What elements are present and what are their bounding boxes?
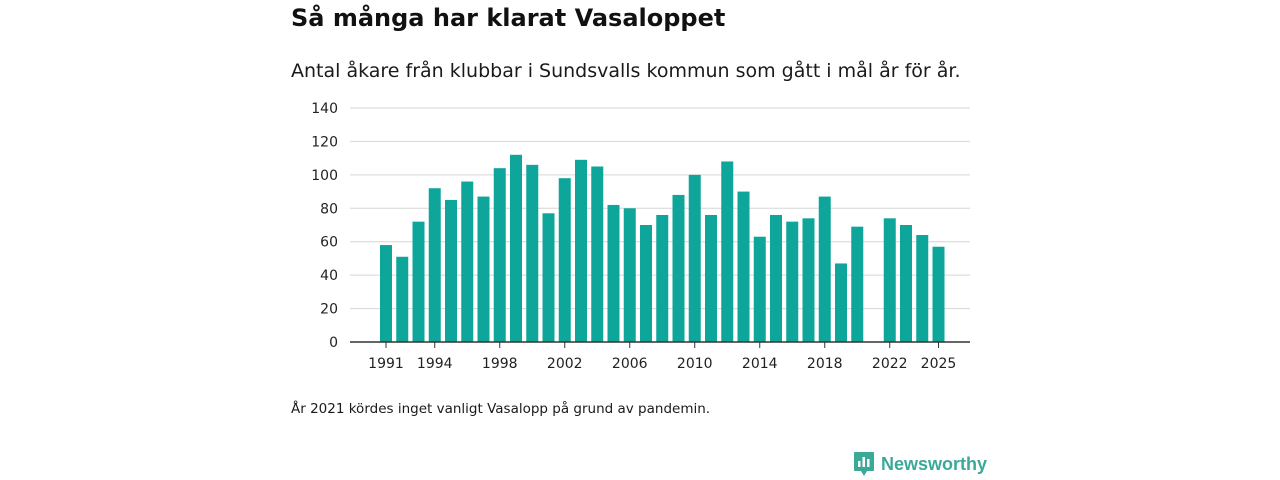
bar-2018 bbox=[818, 196, 831, 342]
x-tick-label: 1994 bbox=[417, 356, 453, 372]
bar-2016 bbox=[786, 221, 799, 342]
bar-2002 bbox=[558, 178, 571, 342]
bar-2014 bbox=[753, 236, 766, 342]
bar-1998 bbox=[493, 168, 506, 342]
bar-2024 bbox=[916, 235, 929, 342]
bar-2006 bbox=[623, 208, 636, 342]
bar-2012 bbox=[721, 161, 734, 342]
bar-1992 bbox=[396, 256, 409, 342]
x-tick-label: 2025 bbox=[921, 356, 957, 372]
x-tick-label: 2018 bbox=[807, 356, 843, 372]
bar-2019 bbox=[835, 263, 847, 342]
chart-title: Så många har klarat Vasaloppet bbox=[291, 4, 726, 32]
bar-1991 bbox=[380, 245, 392, 342]
bar-2000 bbox=[526, 164, 539, 342]
brand-name: Newsworthy bbox=[881, 453, 988, 474]
bar-2008 bbox=[656, 214, 669, 342]
x-tick-label: 1991 bbox=[368, 356, 404, 372]
bar-2013 bbox=[737, 191, 750, 342]
bars bbox=[380, 154, 945, 342]
x-tick-label: 2002 bbox=[547, 356, 583, 372]
bar-2017 bbox=[802, 218, 815, 342]
y-tick-label: 20 bbox=[320, 302, 338, 318]
y-tick-label: 120 bbox=[311, 134, 338, 150]
x-tick-label: 2014 bbox=[742, 356, 778, 372]
bar-2011 bbox=[705, 214, 717, 342]
x-tick-label: 1998 bbox=[482, 356, 518, 372]
bar-1994 bbox=[428, 188, 441, 342]
bar-2005 bbox=[607, 204, 620, 342]
x-tick-label: 2006 bbox=[612, 356, 648, 372]
newsworthy-brand: Newsworthy bbox=[853, 451, 987, 477]
y-tick-label: 140 bbox=[311, 101, 338, 117]
bar-1997 bbox=[477, 196, 490, 342]
bar-1995 bbox=[445, 199, 457, 342]
bar-2015 bbox=[770, 214, 782, 342]
bar-2003 bbox=[575, 159, 587, 342]
chart-footnote: År 2021 kördes inget vanligt Vasalopp på… bbox=[291, 401, 711, 417]
bar-2009 bbox=[672, 194, 685, 342]
x-tick-label: 2022 bbox=[872, 356, 908, 372]
bar-2023 bbox=[900, 225, 912, 342]
y-tick-label: 60 bbox=[320, 235, 338, 251]
chart-subtitle: Antal åkare från klubbar i Sundsvalls ko… bbox=[291, 60, 961, 82]
bar-2004 bbox=[591, 166, 604, 342]
y-tick-label: 100 bbox=[311, 168, 338, 184]
y-tick-label: 40 bbox=[320, 268, 338, 284]
bar-2022 bbox=[883, 218, 896, 342]
y-tick-label: 0 bbox=[329, 335, 338, 351]
y-axis-ticks: 0 20 40 60 80 100 120 140 bbox=[311, 101, 338, 351]
bar-2020 bbox=[851, 226, 864, 342]
bar-1993 bbox=[412, 221, 425, 342]
bar-2007 bbox=[640, 225, 652, 342]
bar-2010 bbox=[688, 174, 701, 342]
newsworthy-logo-icon bbox=[854, 452, 874, 476]
bar-1996 bbox=[461, 181, 474, 342]
x-axis-ticks: 1991 1994 1998 2002 2006 2010 2014 2018 2022 2025 bbox=[368, 342, 956, 372]
bar-1999 bbox=[510, 154, 522, 342]
x-tick-label: 2010 bbox=[677, 356, 713, 372]
bar-2025 bbox=[932, 246, 945, 342]
bar-2001 bbox=[542, 213, 555, 342]
y-tick-label: 80 bbox=[320, 201, 338, 217]
bar-chart: 0 20 40 60 80 100 120 140 1991 1994 1998 2002 2006 2… bbox=[311, 101, 970, 372]
